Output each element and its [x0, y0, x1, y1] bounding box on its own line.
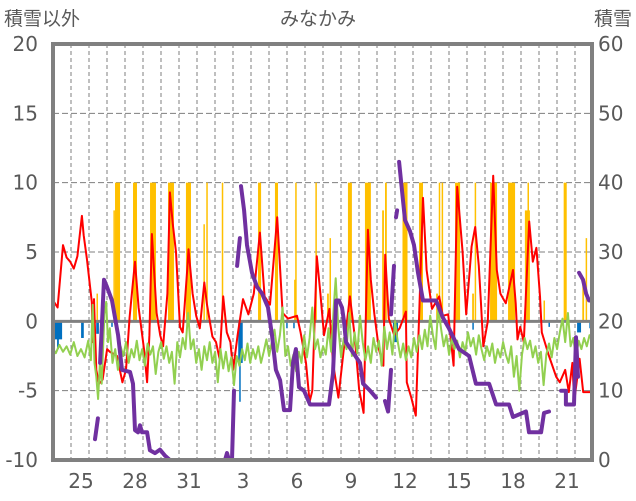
orange-bar: [402, 182, 408, 322]
left-y-tick-label: -5: [18, 379, 38, 403]
left-axis-title: 積雪以外: [4, 8, 80, 30]
orange-bar: [113, 210, 115, 322]
orange-bar: [168, 182, 174, 322]
x-tick-label: 12: [392, 469, 417, 493]
blue-bar: [577, 321, 582, 333]
orange-bar: [315, 182, 317, 322]
blue-bar: [293, 321, 295, 329]
orange-bar: [203, 224, 205, 322]
right-y-tick-label: 30: [598, 240, 623, 264]
x-tick-label: 3: [237, 469, 250, 493]
orange-bar: [490, 182, 498, 322]
orange-bar: [438, 182, 441, 322]
left-y-tick-label: 15: [13, 101, 38, 125]
snow-depth-line: [389, 263, 396, 317]
x-tick-label: 31: [176, 469, 201, 493]
blue-bar: [96, 321, 99, 334]
line-series: [50, 159, 594, 462]
snow-depth-line: [93, 416, 100, 442]
red-series-line: [52, 174, 592, 417]
orange-bar: [347, 182, 352, 322]
left-y-tick-label: 0: [25, 309, 38, 333]
blue-bar: [81, 321, 84, 338]
snow-depth-line: [239, 184, 378, 413]
orange-bar: [115, 182, 121, 322]
x-tick-label: 21: [554, 469, 579, 493]
snow-depth-line: [394, 208, 400, 220]
orange-bar: [563, 182, 567, 322]
orange-bar: [508, 182, 516, 322]
orange-bar: [221, 182, 224, 322]
orange-bar: [582, 279, 585, 322]
orange-bar: [455, 182, 461, 322]
right-y-tick-label: 10: [598, 379, 623, 403]
blue-bar: [286, 321, 288, 329]
orange-bar: [329, 238, 331, 322]
x-tick-label: 9: [345, 469, 358, 493]
right-axis-title: 積雪: [594, 8, 632, 30]
left-y-tick-label: 5: [25, 240, 38, 264]
right-y-tick-label: 20: [598, 309, 623, 333]
bar-series: [53, 182, 591, 402]
orange-bar: [585, 238, 588, 322]
blue-bar: [57, 321, 59, 350]
orange-bar: [472, 293, 474, 322]
orange-bar: [274, 182, 279, 322]
snow-depth-line: [559, 335, 580, 407]
orange-bar: [295, 182, 297, 322]
right-y-tick-label: 50: [598, 101, 623, 125]
snow-depth-line: [397, 159, 551, 435]
orange-bar: [327, 293, 329, 322]
orange-bar: [206, 182, 208, 322]
x-tick-label: 6: [291, 469, 304, 493]
left-y-tick-label: 10: [13, 171, 38, 195]
orange-bar: [133, 182, 137, 322]
orange-bar: [96, 293, 98, 322]
orange-bar: [385, 182, 387, 322]
x-tick-label: 15: [446, 469, 471, 493]
blue-bar: [548, 321, 550, 327]
chart-title: みなかみ: [280, 8, 356, 30]
orange-bar: [543, 300, 546, 322]
blue-bar: [472, 321, 474, 330]
orange-bar: [441, 182, 444, 322]
green-series-line: [52, 277, 593, 400]
snow-depth-line: [235, 236, 242, 268]
orange-bar: [474, 182, 477, 322]
right-y-tick-label: 0: [598, 448, 611, 472]
snow-depth-line: [98, 277, 236, 462]
x-tick-label: 25: [68, 469, 93, 493]
orange-bar: [294, 279, 297, 322]
blue-bar: [111, 321, 113, 327]
left-y-tick-label: -10: [5, 448, 38, 472]
x-tick-label: 28: [122, 469, 147, 493]
left-y-tick-label: 20: [13, 32, 38, 56]
snow-depth-line: [383, 367, 393, 414]
plot-frame: [51, 42, 594, 462]
orange-bar: [382, 210, 384, 322]
orange-bar: [258, 182, 262, 322]
right-y-tick-label: 40: [598, 171, 623, 195]
right-y-tick-label: 60: [598, 32, 623, 56]
x-tick-label: 18: [500, 469, 525, 493]
